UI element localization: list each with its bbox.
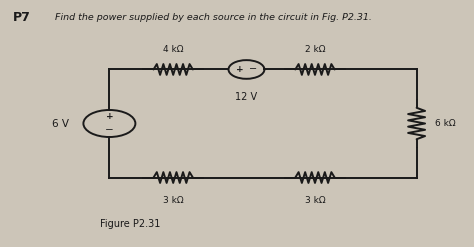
Text: Find the power supplied by each source in the circuit in Fig. P2.31.: Find the power supplied by each source i… (55, 13, 372, 22)
Text: 12 V: 12 V (236, 92, 257, 102)
Text: 2 kΩ: 2 kΩ (305, 44, 325, 54)
Text: 6 kΩ: 6 kΩ (436, 119, 456, 128)
Text: P7: P7 (12, 11, 30, 24)
Text: 3 kΩ: 3 kΩ (305, 196, 325, 205)
Text: Figure P2.31: Figure P2.31 (100, 219, 160, 229)
Text: −: − (105, 125, 114, 135)
Text: 3 kΩ: 3 kΩ (163, 196, 183, 205)
Text: 4 kΩ: 4 kΩ (163, 44, 183, 54)
Text: +: + (106, 112, 113, 121)
Text: +: + (237, 65, 244, 74)
Text: −: − (249, 64, 257, 74)
Text: 6 V: 6 V (52, 119, 69, 128)
